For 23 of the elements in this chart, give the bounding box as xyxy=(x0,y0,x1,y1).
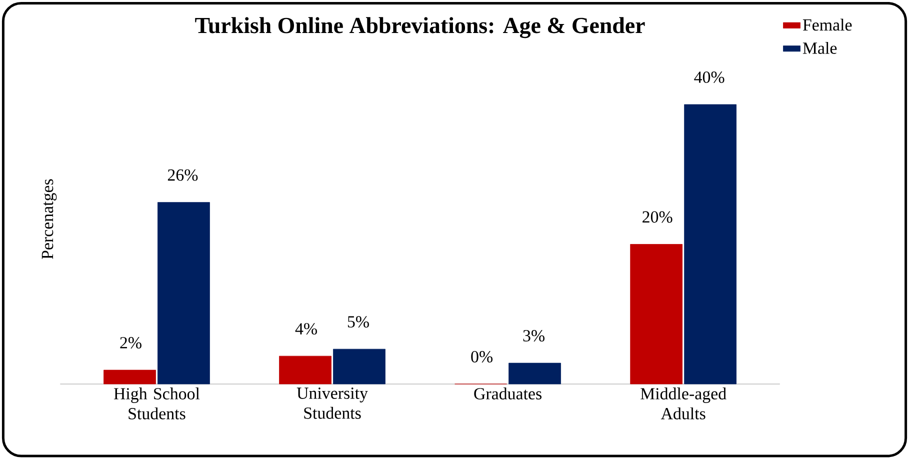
x-tick-label: Middle-aged Adults xyxy=(640,387,726,420)
bar xyxy=(684,104,736,384)
data-label: 5% xyxy=(348,316,369,328)
bar xyxy=(630,244,683,384)
y-axis-title: Percenatges xyxy=(42,179,57,259)
x-tick-label: University Students xyxy=(296,387,368,419)
data-label: 3% xyxy=(523,330,544,342)
data-label: 20% xyxy=(642,211,672,223)
bar xyxy=(508,362,561,384)
data-label: 26% xyxy=(168,169,198,181)
data-label: 40% xyxy=(694,71,724,83)
data-label: 0% xyxy=(471,350,493,362)
x-tick-label: Graduates xyxy=(474,387,542,400)
data-label: 4% xyxy=(295,322,317,334)
data-label: 2% xyxy=(120,336,142,348)
legend-label: Male xyxy=(802,42,837,54)
x-tick-label: High School Students xyxy=(114,387,200,420)
bar xyxy=(158,202,210,384)
legend-label: Female xyxy=(802,18,852,31)
bar xyxy=(104,370,156,384)
bar xyxy=(279,356,332,384)
chart-title: Turkish Online Abbreviations: Age & Gender xyxy=(195,17,645,38)
bar xyxy=(333,348,386,384)
